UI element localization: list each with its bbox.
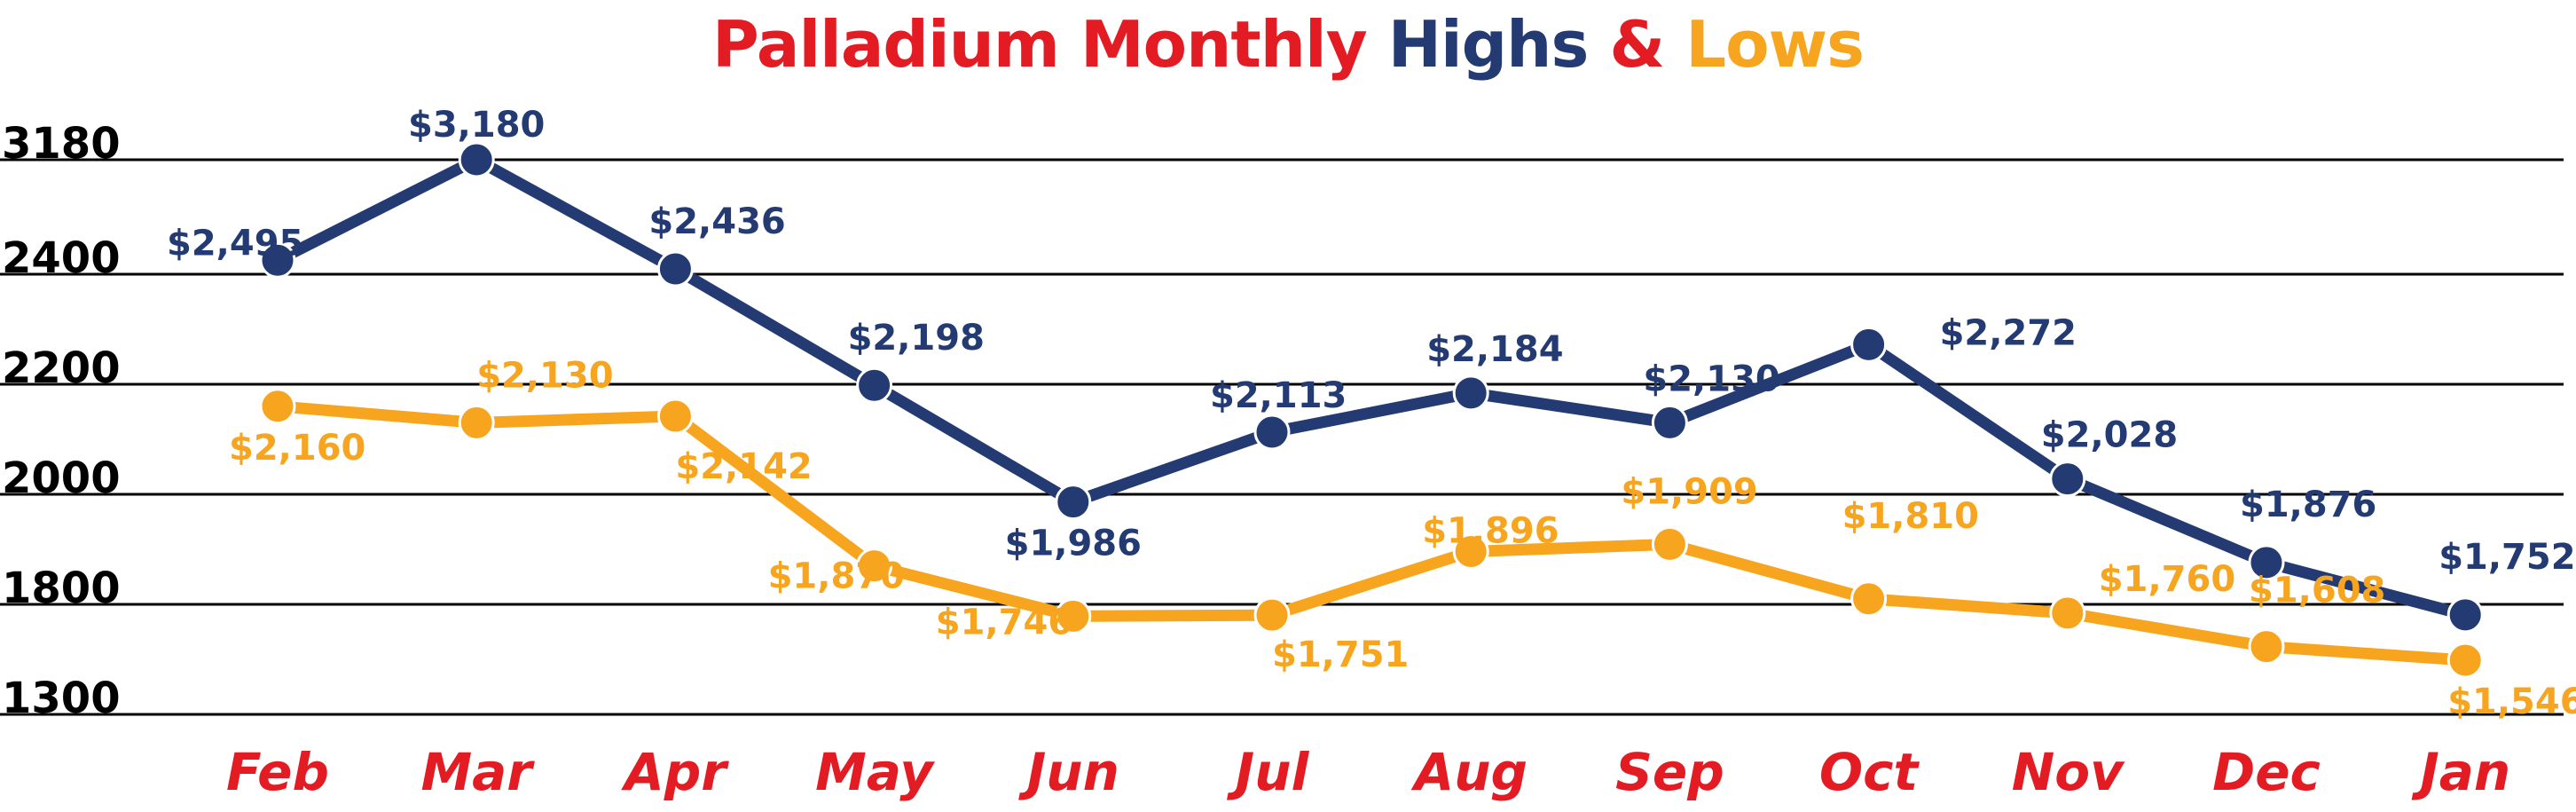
data-point-highs [656, 250, 694, 288]
data-label-highs: $2,184 [1426, 329, 1563, 370]
data-point-highs [259, 241, 296, 279]
data-point-highs [1850, 326, 1888, 363]
data-label-highs: $2,028 [2041, 415, 2178, 456]
data-label-lows: $2,142 [675, 446, 812, 487]
data-point-lows [259, 388, 296, 425]
data-point-lows [1850, 580, 1888, 618]
title-part-highs: Highs [1387, 7, 1590, 82]
title-part-main: Palladium Monthly [712, 7, 1368, 82]
data-label-highs: $1,986 [1005, 524, 1142, 564]
chart-title: Palladium Monthly Highs & Lows [0, 0, 2576, 89]
data-label-highs: $2,113 [1210, 375, 1347, 416]
data-point-lows [2248, 628, 2285, 666]
data-point-lows [1253, 596, 1291, 634]
data-point-lows [1651, 525, 1688, 563]
y-tick-label: 2000 [2, 453, 121, 503]
data-label-highs: $2,495 [167, 223, 303, 264]
data-point-lows [2446, 642, 2484, 679]
y-tick-label: 1800 [2, 564, 121, 613]
x-tick-label: Jun [1018, 742, 1119, 802]
data-label-lows: $1,608 [2249, 571, 2385, 611]
title-part-lows: Lows [1685, 7, 1865, 82]
y-axis-ticks: 1300 1800 2000 2200 2400 3180 [2, 119, 121, 723]
title-part-amp: & [1609, 7, 1665, 82]
data-label-highs: $2,436 [648, 201, 785, 242]
data-point-highs [1253, 414, 1291, 451]
series-line-lows [271, 400, 2471, 666]
data-label-lows: $1,760 [2099, 559, 2235, 600]
series-line-highs [271, 154, 2471, 621]
data-label-lows: $2,130 [476, 355, 613, 396]
x-tick-label: Aug [1410, 742, 1528, 802]
data-label-lows: $1,751 [1272, 635, 1409, 675]
data-label-lows: $1,909 [1621, 471, 1757, 512]
y-tick-label: 2200 [2, 343, 121, 393]
data-point-highs [1651, 404, 1688, 441]
data-label-lows: $1,746 [936, 602, 1072, 643]
x-tick-label: Nov [2012, 742, 2125, 802]
x-axis-ticks: Feb Mar Apr May Jun Jul Aug Sep Oct Nov Dec Jan [226, 742, 2510, 802]
data-point-highs [2446, 596, 2484, 634]
data-point-lows [656, 398, 694, 435]
data-point-highs [856, 367, 893, 404]
data-label-highs: $1,752 [2439, 537, 2575, 578]
data-label-highs: $1,876 [2240, 485, 2376, 525]
data-label-lows: $1,546 [2447, 682, 2576, 722]
data-point-highs [1452, 374, 1489, 412]
data-point-highs [2248, 544, 2285, 581]
data-label-lows: $1,870 [768, 556, 905, 597]
data-point-lows [856, 548, 893, 585]
data-label-lows: $1,810 [1842, 496, 1979, 537]
data-label-lows: $2,160 [229, 428, 365, 469]
y-tick-label: 3180 [2, 119, 121, 169]
x-tick-label: Feb [226, 742, 329, 802]
y-tick-label: 2400 [2, 233, 121, 283]
data-point-lows [458, 404, 495, 441]
x-tick-label: Mar [420, 742, 535, 802]
data-label-lows: $1,896 [1422, 510, 1559, 551]
y-tick-label: 1300 [2, 674, 121, 723]
x-tick-label: Oct [1819, 742, 1920, 802]
data-label-highs: $2,130 [1643, 359, 1779, 399]
series-layer [259, 141, 2484, 679]
data-label-highs: $2,272 [1940, 312, 2077, 353]
data-label-highs: $3,180 [408, 105, 545, 146]
data-point-lows [1055, 597, 1092, 635]
x-tick-label: May [815, 742, 935, 802]
x-tick-label: Sep [1615, 742, 1724, 802]
data-point-highs [458, 141, 495, 178]
x-tick-label: Apr [621, 742, 729, 802]
data-label-highs: $2,198 [848, 318, 985, 359]
data-labels: $2,495 $3,180 $2,436 $2,198 $1,986 $2,113 $2,1… [167, 105, 2576, 722]
x-tick-label: Jan [2411, 742, 2510, 802]
x-tick-label: Jul [1227, 742, 1310, 802]
data-point-highs [1055, 484, 1092, 521]
x-tick-label: Dec [2212, 742, 2321, 802]
data-point-lows [2049, 595, 2086, 632]
data-point-lows [1452, 532, 1489, 570]
data-point-highs [2049, 461, 2086, 498]
